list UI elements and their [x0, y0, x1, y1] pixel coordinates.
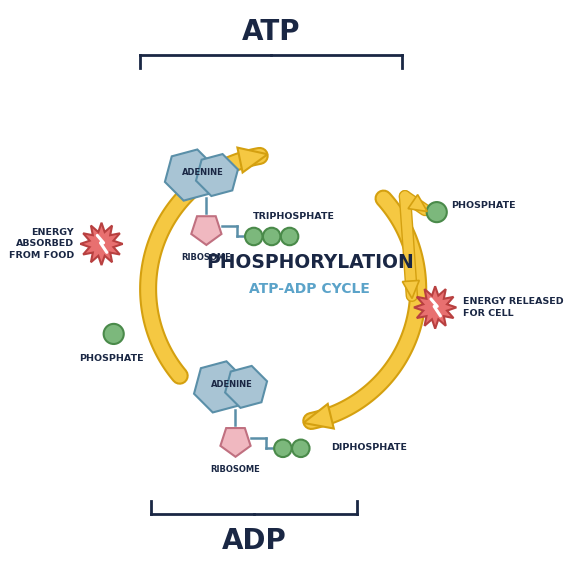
Polygon shape — [414, 286, 456, 329]
Polygon shape — [408, 195, 427, 211]
Circle shape — [427, 202, 447, 222]
Text: PHOSPHORYLATION: PHOSPHORYLATION — [206, 253, 414, 272]
Text: PHOSPHATE: PHOSPHATE — [452, 201, 516, 210]
Text: PHOSPHATE: PHOSPHATE — [79, 354, 143, 363]
Text: RIBOSOME: RIBOSOME — [181, 253, 231, 262]
Text: DIPHOSPHATE: DIPHOSPHATE — [332, 443, 408, 452]
Text: ENERGY
ABSORBED
FROM FOOD: ENERGY ABSORBED FROM FOOD — [9, 228, 74, 260]
Circle shape — [263, 228, 281, 245]
Text: ENERGY RELEASED
FOR CELL: ENERGY RELEASED FOR CELL — [463, 297, 563, 318]
Polygon shape — [165, 150, 216, 200]
Polygon shape — [196, 154, 238, 196]
Text: ADENINE: ADENINE — [211, 380, 253, 389]
Circle shape — [292, 439, 309, 457]
Circle shape — [274, 439, 291, 457]
Polygon shape — [221, 428, 251, 457]
Polygon shape — [237, 147, 268, 172]
Text: ADENINE: ADENINE — [183, 168, 224, 177]
Text: RIBOSOME: RIBOSOME — [211, 465, 260, 473]
Text: ADP: ADP — [222, 527, 286, 555]
Polygon shape — [403, 281, 419, 298]
Text: TRIPHOSPHATE: TRIPHOSPHATE — [253, 211, 335, 221]
Polygon shape — [225, 366, 267, 408]
Polygon shape — [191, 216, 222, 245]
Polygon shape — [194, 361, 245, 412]
Circle shape — [281, 228, 298, 245]
Circle shape — [104, 324, 124, 344]
Text: ATP: ATP — [242, 18, 301, 46]
Polygon shape — [304, 404, 334, 429]
Circle shape — [245, 228, 263, 245]
Polygon shape — [80, 223, 123, 265]
Text: ATP-ADP CYCLE: ATP-ADP CYCLE — [249, 282, 370, 296]
